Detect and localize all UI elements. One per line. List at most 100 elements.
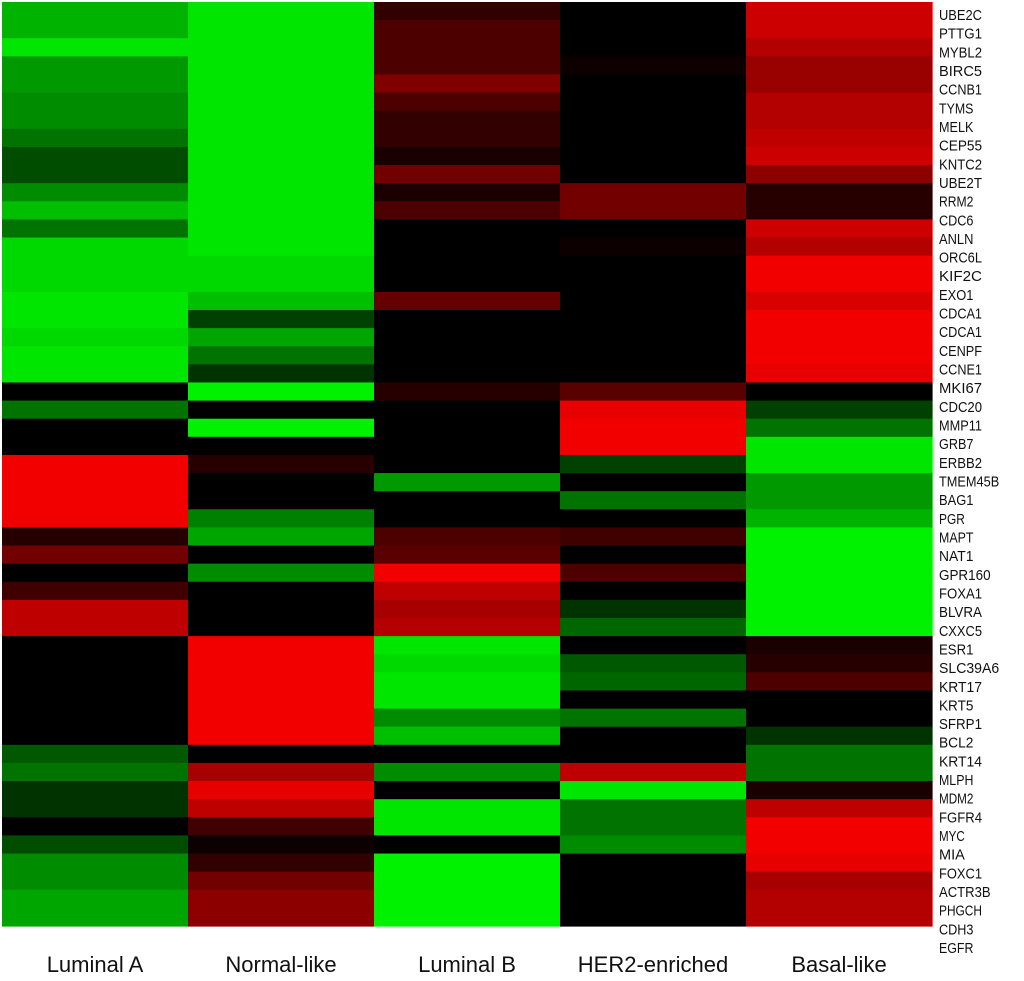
heatmap-cell <box>374 636 561 655</box>
gene-label: MAPT <box>939 529 973 546</box>
heatmap-cell <box>746 92 933 112</box>
heatmap-cell <box>746 509 933 529</box>
heatmap-cell <box>2 183 189 202</box>
heatmap-cell <box>2 744 189 764</box>
heatmap-cell <box>746 364 933 384</box>
heatmap-cell <box>746 20 933 39</box>
heatmap-cell <box>2 382 189 402</box>
heatmap-cell <box>560 382 747 402</box>
heatmap-cell <box>746 853 933 873</box>
heatmap-cell <box>746 907 933 927</box>
heatmap-cell <box>188 92 375 112</box>
heatmap-cell <box>2 762 189 782</box>
gene-label: EXO1 <box>939 287 973 304</box>
heatmap-cell <box>2 690 189 710</box>
heatmap-cell <box>188 310 375 329</box>
heatmap-cell <box>560 110 747 130</box>
heatmap-cell <box>746 762 933 782</box>
gene-label: BAG1 <box>939 492 973 509</box>
heatmap-cell <box>2 563 189 583</box>
heatmap-cell <box>746 545 933 565</box>
heatmap-cell <box>746 382 933 402</box>
heatmap-cell <box>746 110 933 130</box>
heatmap-cell <box>2 545 189 565</box>
heatmap-cell <box>188 38 375 57</box>
heatmap-cell <box>746 708 933 728</box>
column-label: Basal-like <box>791 952 886 977</box>
heatmap-cell <box>560 799 747 818</box>
heatmap-cell <box>2 708 189 728</box>
heatmap-cell <box>746 672 933 692</box>
heatmap-cell <box>746 871 933 891</box>
heatmap-cell <box>560 146 747 166</box>
gene-label: MYC <box>939 828 965 845</box>
heatmap-cell <box>188 726 375 746</box>
heatmap-cell <box>374 907 561 927</box>
heatmap-cell <box>2 201 189 221</box>
heatmap-cell <box>746 56 933 76</box>
heatmap-cell <box>188 74 375 94</box>
heatmap-cell <box>746 74 933 94</box>
heatmap-cell <box>2 38 189 57</box>
gene-label: MIA <box>939 847 965 864</box>
heatmap-cell <box>188 672 375 692</box>
heatmap-cell <box>374 56 561 76</box>
heatmap-cell <box>374 473 561 492</box>
heatmap-cell <box>188 328 375 347</box>
gene-label: RRM2 <box>939 194 973 211</box>
gene-label: UBE2T <box>939 175 982 192</box>
heatmap-cell <box>188 237 375 257</box>
gene-label: MLPH <box>939 772 973 789</box>
heatmap-cell <box>188 56 375 76</box>
heatmap-cell <box>188 871 375 891</box>
heatmap-cell <box>2 781 189 800</box>
gene-label: BIRC5 <box>939 63 982 80</box>
heatmap-cell <box>374 853 561 873</box>
heatmap-cell <box>560 273 747 293</box>
heatmap-cell <box>746 165 933 184</box>
heatmap-cell <box>374 889 561 909</box>
heatmap-cell <box>2 726 189 746</box>
heatmap-cell <box>188 382 375 402</box>
heatmap-cell <box>746 889 933 909</box>
heatmap-cell <box>374 654 561 673</box>
heatmap-cell <box>746 183 933 202</box>
heatmap-cell <box>746 454 933 474</box>
heatmap-cell <box>374 509 561 529</box>
heatmap-cell <box>560 835 747 855</box>
gene-label: ANLN <box>939 231 973 248</box>
heatmap-cell <box>560 38 747 57</box>
gene-label: KRT14 <box>939 753 982 770</box>
heatmap-cell <box>374 817 561 837</box>
heatmap-cell <box>2 654 189 673</box>
column-label: Normal-like <box>225 952 336 977</box>
heatmap-cell <box>188 618 375 637</box>
heatmap-cell <box>2 871 189 891</box>
heatmap-cell <box>2 146 189 166</box>
heatmap-cell <box>2 20 189 39</box>
heatmap-cell <box>746 563 933 583</box>
gene-label: MYBL2 <box>939 44 982 61</box>
gene-label: MELK <box>939 119 973 136</box>
heatmap-cell <box>560 183 747 202</box>
heatmap-cell <box>188 581 375 601</box>
heatmap-cell <box>2 491 189 510</box>
heatmap-cell <box>560 74 747 94</box>
heatmap-cell <box>746 817 933 837</box>
heatmap-cell <box>188 201 375 221</box>
heatmap-cell <box>188 799 375 818</box>
heatmap-cell <box>746 654 933 673</box>
heatmap-cell <box>746 527 933 547</box>
heatmap-cell <box>560 817 747 837</box>
heatmap-cell <box>374 364 561 384</box>
heatmap-cell <box>560 636 747 655</box>
heatmap-cell <box>188 853 375 873</box>
heatmap-cell <box>746 237 933 257</box>
heatmap-cell <box>188 907 375 927</box>
gene-label: GRB7 <box>939 436 973 453</box>
heatmap-cell <box>560 310 747 329</box>
heatmap-cell <box>188 128 375 148</box>
heatmap-cell <box>2 2 189 21</box>
heatmap-cell <box>374 599 561 619</box>
